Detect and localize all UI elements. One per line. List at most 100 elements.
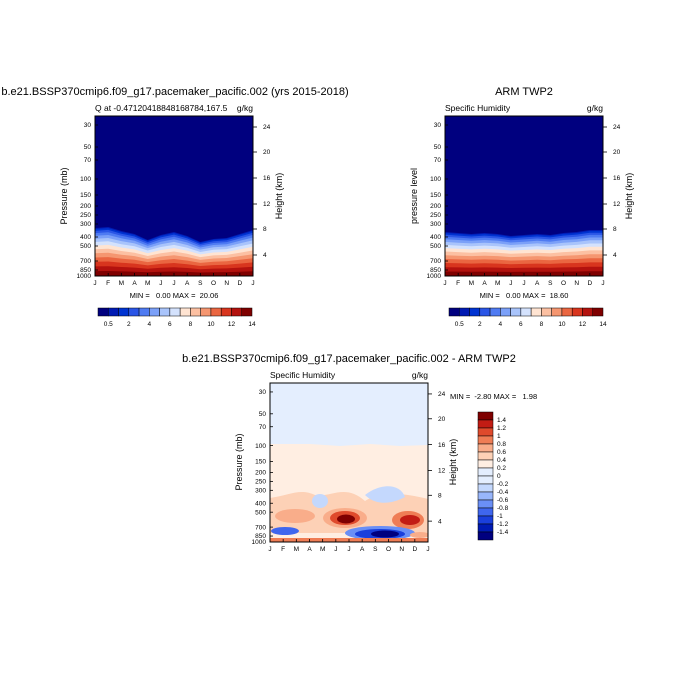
x-tick-label: N [574,280,579,287]
x-tick-label: J [268,546,271,553]
x-tick-label: N [224,280,229,287]
colorbar-swatch [97,307,109,317]
x-tick-label: J [522,280,525,287]
x-tick-label: N [399,546,404,553]
y-tick-label: 700 [80,258,91,265]
contour-band [271,527,299,535]
y-tick-label: 150 [80,192,91,199]
x-tick-label: D [237,280,242,287]
y-tick-label: 850 [255,533,266,540]
y-tick-label: 150 [430,192,441,199]
contour-band [400,515,420,525]
panel-observation: ARM TWP2 Specific Humidity g/kg J F M A M J J A… [409,86,634,328]
x-tick-label: O [211,280,216,287]
x-tick-label: J [347,546,350,553]
colorbar-swatch [530,307,542,317]
x-tick-label: J [509,280,512,287]
colorbar: 0.5 2 4 6 8 10 12 14 [448,307,607,328]
y-tick-label: 850 [430,267,441,274]
x-tick-label: A [307,546,312,553]
colorbar-swatch [477,475,494,485]
x-tick-label: J [251,280,254,287]
stats-text: MIN = 0.00 MAX = 18.60 [480,291,569,300]
y-right-tick-label: 8 [438,492,442,499]
colorbar-swatch [149,307,160,317]
y-right-tick-label: 12 [613,201,621,208]
colorbar-label: 2 [127,321,131,328]
heatmap-field [95,116,253,276]
colorbar-label: 8 [540,321,544,328]
colorbar-label: 6 [519,321,523,328]
colorbar-swatch [459,307,470,317]
y-tick-label: 200 [430,203,441,210]
colorbar-swatch [477,419,494,429]
colorbar-swatch [520,307,532,317]
y-tick-label: 100 [80,176,91,183]
y-axis-right-label: Height (km) [624,173,634,220]
colorbar-swatch [479,307,491,317]
panel-subtitle-right: g/kg [237,103,253,113]
y-axis-label: Pressure (mb) [59,167,69,224]
colorbar-label: -0.2 [497,481,509,488]
x-tick-label: J [159,280,162,287]
y-tick-label: 850 [80,267,91,274]
y-tick-label: 70 [84,157,92,164]
colorbar-label: 0.6 [497,449,506,456]
y-tick-label: 250 [430,212,441,219]
y-tick-label: 500 [430,243,441,250]
x-tick-label: M [294,546,299,553]
colorbar-swatch [477,499,494,509]
y-right-tick-label: 16 [263,175,271,182]
x-tick-label: D [587,280,592,287]
colorbar-label: 8 [189,321,193,328]
y-right-tick-label: 4 [613,252,617,259]
y-tick-label: 500 [255,509,266,516]
x-tick-label: M [495,280,500,287]
y-right-tick-label: 24 [438,391,446,398]
y-axis-right-label: Height (km) [274,173,284,220]
colorbar-swatch [477,483,494,493]
colorbar-label: -1 [497,513,503,520]
x-tick-label: A [132,280,137,287]
colorbar-swatch [477,531,494,541]
x-tick-label: S [373,546,378,553]
colorbar-label: 10 [558,321,566,328]
colorbar-swatch [477,451,494,461]
y-tick-label: 400 [430,234,441,241]
heatmap-field [445,116,603,276]
y-right-tick-label: 16 [613,175,621,182]
y-tick-label: 300 [80,221,91,228]
colorbar-label: 1.2 [497,425,506,432]
contour-band [312,494,328,508]
colorbar-swatch [500,307,511,317]
y-axis-right-label: Height (km) [448,439,458,486]
panel-subtitle-left: Specific Humidity [270,370,336,380]
colorbar-label: 0.4 [497,457,506,464]
contour-band [371,530,399,538]
panel-subtitle-right: g/kg [587,103,603,113]
axis-ticks: J F M A M J J A S O N D J 30 50 70 100 150 200 250 300 400 500… [252,389,446,553]
x-tick-label: J [601,280,604,287]
colorbar-swatch [489,307,501,317]
colorbar-label: 12 [228,321,236,328]
colorbar-swatch [592,307,604,317]
y-tick-label: 200 [80,203,91,210]
colorbar-label: 4 [499,321,503,328]
colorbar-swatch [477,459,494,469]
y-tick-label: 1000 [77,273,92,280]
colorbar-label: 0.8 [497,441,506,448]
y-tick-label: 700 [255,524,266,531]
panel-title: b.e21.BSSP370cmip6.f09_g17.pacemaker_pac… [182,353,516,365]
colorbar-swatch [477,443,494,453]
colorbar-swatch [477,515,494,525]
colorbar: 1.41.210.80.60.40.20-0.2-0.4-0.6-0.8-1-1… [477,411,509,541]
x-tick-label: M [145,280,150,287]
y-tick-label: 300 [430,221,441,228]
y-tick-label: 30 [84,122,92,129]
heatmap-field [270,383,428,542]
y-axis-label: Pressure (mb) [234,433,244,490]
colorbar-swatch [582,307,593,317]
y-tick-label: 50 [84,144,92,151]
colorbar-swatch [108,307,119,317]
